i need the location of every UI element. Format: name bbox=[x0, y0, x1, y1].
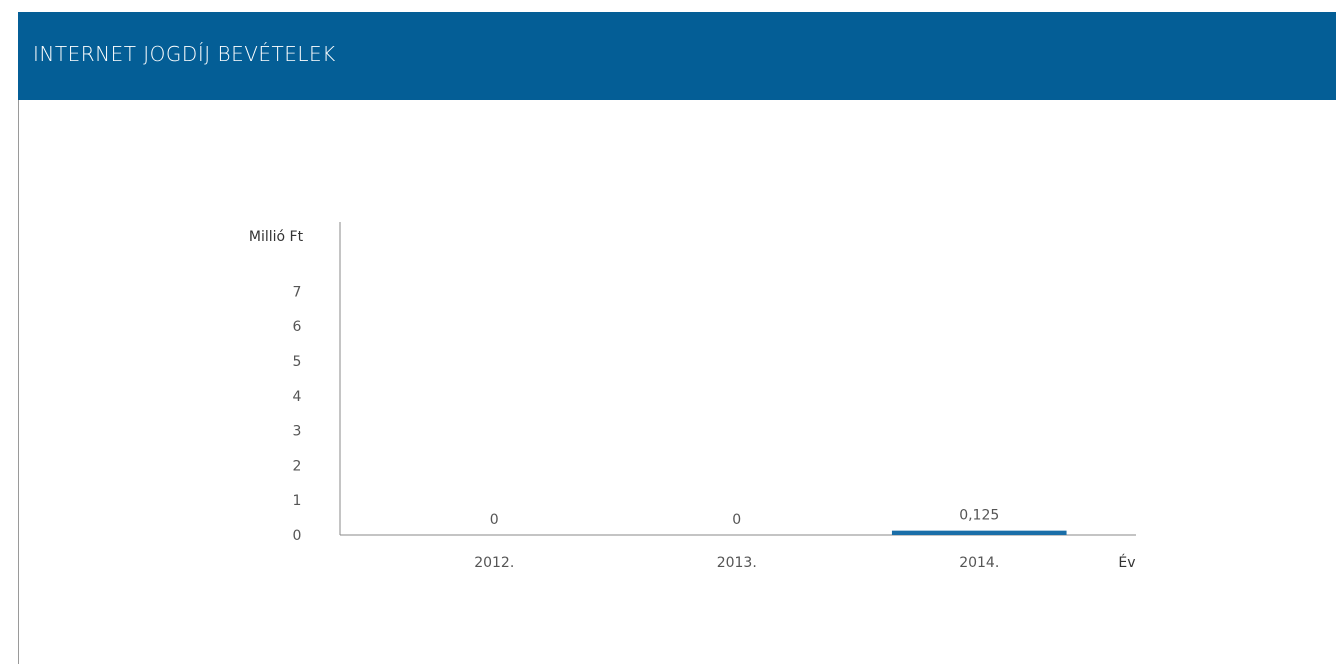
y-tick-label: 1 bbox=[293, 493, 302, 509]
y-tick-label: 7 bbox=[293, 284, 302, 300]
value-label: 0 bbox=[732, 512, 741, 528]
y-tick-label: 6 bbox=[293, 319, 302, 335]
y-tick-label: 2 bbox=[293, 458, 302, 474]
header: INTERNET JOGDÍJ BEVÉTELEK bbox=[18, 12, 1336, 100]
value-label: 0,125 bbox=[959, 508, 999, 524]
x-tick-label: 2012. bbox=[474, 555, 514, 571]
x-tick-label: 2013. bbox=[717, 555, 757, 571]
y-tick-label: 5 bbox=[293, 354, 302, 370]
y-axis-label: Millió Ft bbox=[249, 229, 304, 245]
header-title: INTERNET JOGDÍJ BEVÉTELEK bbox=[33, 42, 336, 66]
x-tick-label: 2014. bbox=[959, 555, 999, 571]
value-label: 0 bbox=[490, 512, 499, 528]
bar bbox=[891, 530, 1067, 535]
y-tick-label: 4 bbox=[293, 389, 302, 405]
x-axis-label: Év bbox=[1118, 554, 1135, 571]
left-border bbox=[18, 100, 19, 664]
y-tick-label: 0 bbox=[293, 528, 302, 544]
y-tick-label: 3 bbox=[293, 424, 302, 440]
